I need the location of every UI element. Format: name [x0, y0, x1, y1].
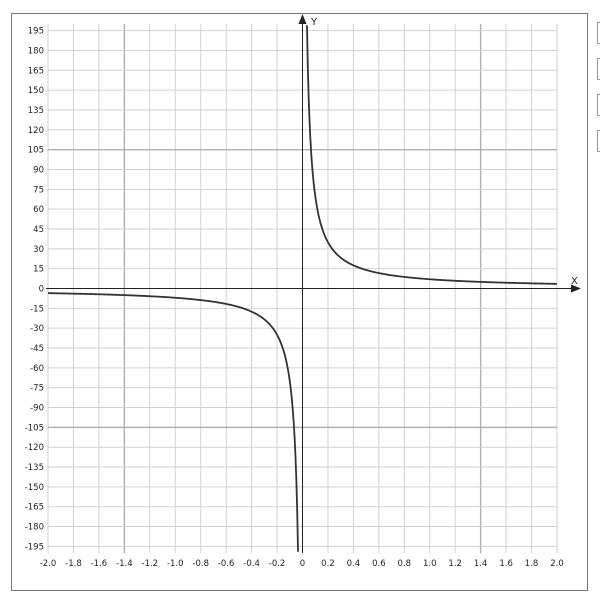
y-tick-label: 180 [28, 46, 44, 56]
x-tick-label: 0.8 [398, 559, 412, 569]
x-tick-label: -1.2 [142, 559, 159, 569]
y-tick-label: -105 [25, 423, 44, 433]
curve-branch-left [47, 292, 299, 552]
y-tick-label: -90 [30, 404, 44, 414]
x-tick-label: 1.2 [448, 559, 462, 569]
y-tick-label: -15 [30, 304, 44, 314]
y-tick-label: 75 [33, 185, 44, 195]
y-axis-arrow [298, 14, 307, 24]
x-tick-label: 1.8 [525, 559, 539, 569]
axes [46, 14, 581, 553]
x-tick-label: 0.4 [347, 559, 361, 569]
x-tick-label: -0.8 [192, 559, 209, 569]
y-tick-label: -60 [30, 364, 44, 374]
x-tick-label: 0.6 [372, 559, 386, 569]
y-tick-label: 195 [28, 27, 44, 37]
side-tab[interactable] [597, 58, 600, 80]
y-axis-label: Y [310, 17, 318, 28]
y-tick-label: -135 [25, 463, 44, 473]
y-tick-label: 150 [28, 86, 44, 96]
y-tick-label: -195 [25, 542, 44, 552]
x-tick-label: 0.2 [321, 559, 335, 569]
y-tick-label: -165 [25, 503, 44, 513]
x-axis-label: X [571, 276, 578, 287]
x-tick-label: -1.8 [65, 559, 82, 569]
y-tick-label: -180 [25, 523, 44, 533]
x-tick-label: -2.0 [40, 559, 57, 569]
curves [47, 25, 558, 552]
y-tick-label: 45 [33, 225, 44, 235]
chart-frame [11, 13, 588, 591]
side-tab[interactable] [597, 94, 600, 116]
y-tick-label: 30 [33, 245, 44, 255]
y-tick-label: 165 [28, 66, 44, 76]
x-tick-label: -1.0 [167, 559, 184, 569]
x-tick-label: -1.6 [91, 559, 108, 569]
x-tick-label: -0.4 [243, 559, 260, 569]
y-tick-label: 105 [28, 146, 44, 156]
side-tab[interactable] [597, 130, 600, 152]
y-tick-label: -45 [30, 344, 44, 354]
y-tick-label: 90 [33, 165, 44, 175]
y-tick-label: 0 [39, 285, 44, 295]
y-tick-label: -30 [30, 324, 44, 334]
x-axis-arrow [571, 284, 581, 293]
x-tick-label: 1.0 [423, 559, 437, 569]
x-tick-label: 0 [300, 559, 305, 569]
side-tab[interactable] [597, 22, 600, 44]
y-tick-label: 15 [33, 265, 44, 275]
x-tick-label: 2.0 [550, 559, 564, 569]
y-tick-label: 60 [33, 205, 44, 215]
y-tick-label: 135 [28, 106, 44, 116]
tick-labels: -2.0 -1.8 -1.6 -1.4 -1.2 -1.0 -0.8 -0.6 -0.4 -0.2… [25, 27, 564, 569]
y-tick-label: 120 [28, 126, 44, 136]
x-tick-label: -0.2 [269, 559, 286, 569]
y-tick-label: -150 [25, 483, 44, 493]
y-tick-label: -120 [25, 443, 44, 453]
curve-branch-right [306, 25, 558, 285]
x-tick-label: -0.6 [218, 559, 235, 569]
x-tick-label: 1.6 [499, 559, 513, 569]
x-tick-label: 1.4 [474, 559, 488, 569]
y-tick-label: -75 [30, 384, 44, 394]
x-tick-label: -1.4 [116, 559, 133, 569]
